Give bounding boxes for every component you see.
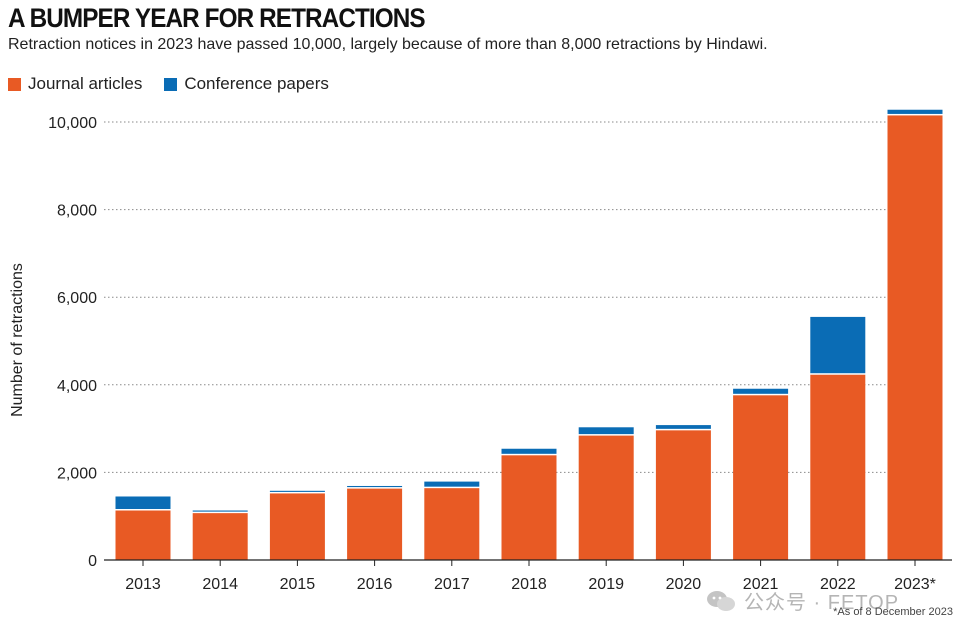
bar-conference-2016	[347, 485, 403, 488]
bar-journal-2014	[192, 513, 248, 560]
bar-journal-2015	[269, 493, 325, 560]
bar-journal-2019	[578, 435, 634, 560]
x-tick-label: 2023*	[894, 576, 936, 593]
bar-journal-2018	[501, 455, 557, 560]
legend-item-journal: Journal articles	[8, 74, 142, 94]
x-tick-label: 2014	[202, 576, 238, 593]
legend-label-conference: Conference papers	[184, 74, 329, 93]
watermark-text: 公众号 · FETOP	[744, 592, 900, 614]
bar-conference-2017	[424, 481, 480, 487]
watermark: 公众号 · FETOP	[706, 586, 899, 615]
bar-journal-2013	[115, 510, 171, 560]
x-tick-label: 2020	[666, 576, 702, 593]
chart-title: A BUMPER YEAR FOR RETRACTIONS	[8, 3, 426, 33]
bar-conference-2013	[115, 496, 171, 510]
y-tick-label: 2,000	[57, 465, 97, 482]
y-tick-label: 4,000	[57, 378, 97, 395]
x-tick-label: 2016	[357, 576, 393, 593]
footnote: *As of 8 December 2023	[833, 606, 953, 618]
chat-icon	[707, 590, 735, 611]
bar-journal-2023	[887, 115, 943, 561]
chart-subtitle: Retraction notices in 2023 have passed 1…	[8, 36, 768, 53]
bar-conference-2020	[655, 425, 711, 429]
bar-journal-2016	[347, 488, 403, 560]
legend-swatch-conference	[164, 77, 178, 91]
y-tick-label: 10,000	[48, 115, 97, 132]
y-tick-label: 0	[88, 553, 97, 570]
x-tick-label: 2015	[280, 576, 316, 593]
legend-label-journal: Journal articles	[28, 74, 143, 93]
bar-journal-2021	[733, 395, 789, 560]
legend-item-conference: Conference papers	[164, 74, 329, 94]
y-tick-labels: 0 2,000 4,000 6,000 8,000 10,000	[48, 115, 97, 570]
bars	[115, 109, 943, 561]
legend-swatch-journal	[8, 77, 21, 91]
x-tick-label: 2022	[820, 576, 856, 593]
bar-conference-2021	[733, 388, 789, 394]
x-tick-labels: 2013 2014 2015 2016 2017 2018 2019 2020 2021 2022…	[125, 560, 936, 593]
y-tick-label: 6,000	[57, 290, 97, 307]
bar-conference-2022	[810, 316, 866, 374]
legend: Journal articles Conference papers	[8, 74, 351, 94]
bar-journal-2020	[655, 430, 711, 560]
bar-journal-2017	[424, 488, 480, 560]
bar-conference-2015	[269, 490, 325, 492]
x-tick-label: 2019	[588, 576, 624, 593]
bar-conference-2019	[578, 427, 634, 435]
x-tick-label: 2021	[743, 576, 779, 593]
x-tick-label: 2018	[511, 576, 547, 593]
bar-conference-2014	[192, 510, 248, 512]
bar-journal-2022	[810, 374, 866, 560]
x-tick-label: 2013	[125, 576, 161, 593]
bar-conference-2023	[887, 109, 943, 114]
y-tick-label: 8,000	[57, 203, 97, 220]
x-tick-label: 2017	[434, 576, 470, 593]
bar-conference-2018	[501, 448, 557, 454]
